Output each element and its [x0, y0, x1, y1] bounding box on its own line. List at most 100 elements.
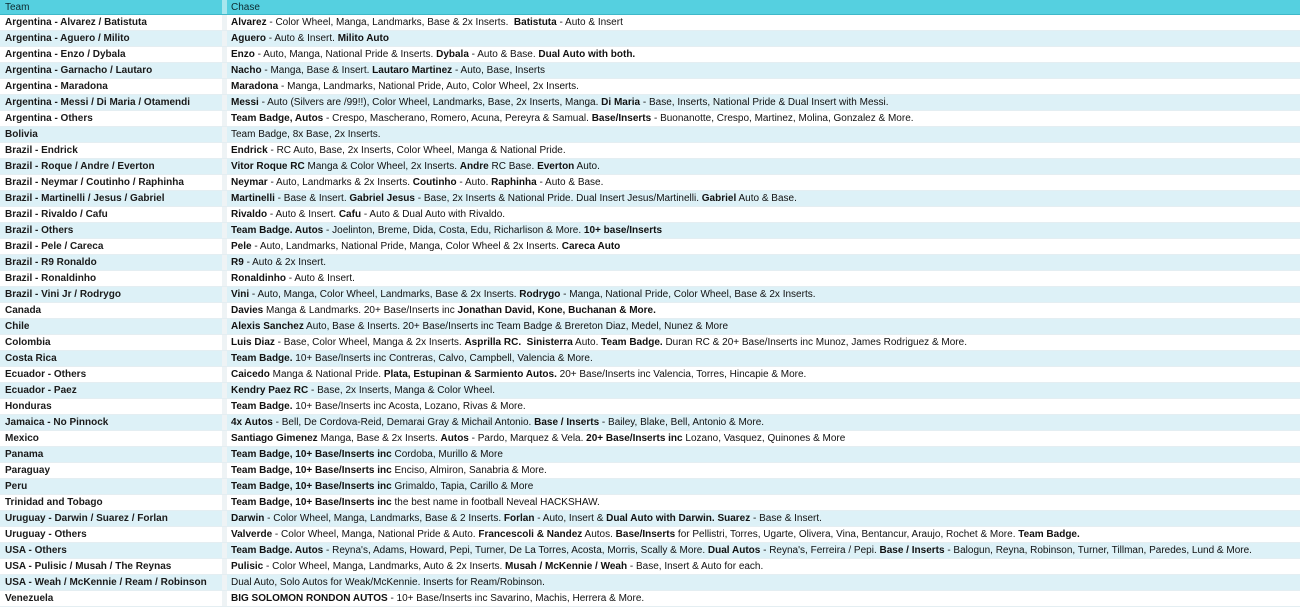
- chase-bold-text: Team Badge, 10+ Base/Inserts inc: [231, 497, 392, 508]
- chase-cell[interactable]: Team Badge, 10+ Base/Inserts inc Cordoba…: [222, 447, 1300, 462]
- chase-cell[interactable]: Maradona - Manga, Landmarks, National Pr…: [222, 79, 1300, 94]
- team-cell[interactable]: Costa Rica: [5, 353, 57, 364]
- chase-cell[interactable]: Alvarez - Color Wheel, Manga, Landmarks,…: [222, 15, 1300, 30]
- team-cell[interactable]: Chile: [5, 321, 30, 332]
- team-cell[interactable]: USA - Others: [5, 545, 67, 556]
- team-cell[interactable]: Brazil - Martinelli / Jesus / Gabriel: [5, 193, 165, 204]
- team-cell[interactable]: Trinidad and Tobago: [5, 497, 103, 508]
- team-cell[interactable]: Argentina - Alvarez / Batistuta: [5, 17, 147, 28]
- team-cell[interactable]: Uruguay - Darwin / Suarez / Forlan: [5, 513, 168, 524]
- team-cell[interactable]: Ecuador - Paez: [5, 385, 77, 396]
- chase-bold-text: Ronaldinho: [231, 273, 286, 284]
- team-cell[interactable]: Uruguay - Others: [5, 529, 87, 540]
- team-cell[interactable]: Brazil - Rivaldo / Cafu: [5, 209, 108, 220]
- chase-cell[interactable]: Team Badge. 10+ Base/Inserts inc Contrer…: [222, 351, 1300, 366]
- team-cell[interactable]: Brazil - Ronaldinho: [5, 273, 97, 284]
- team-cell[interactable]: USA - Weah / McKennie / Ream / Robinson: [5, 577, 207, 588]
- chase-cell[interactable]: Vitor Roque RC Manga & Color Wheel, 2x I…: [222, 159, 1300, 174]
- chase-cell[interactable]: R9 - Auto & 2x Insert.: [222, 255, 1300, 270]
- chase-cell[interactable]: Valverde - Color Wheel, Manga, National …: [222, 527, 1300, 542]
- chase-cell[interactable]: Messi - Auto (Silvers are /99!!), Color …: [222, 95, 1300, 110]
- chase-cell[interactable]: Caicedo Manga & National Pride. Plata, E…: [222, 367, 1300, 382]
- chase-text: - Auto, Base, Inserts: [452, 65, 546, 76]
- table-row: Brazil - Others Team Badge. Autos - Joeli…: [0, 223, 1300, 239]
- chase-text: Manga & Landmarks. 20+ Base/Inserts inc: [263, 305, 458, 316]
- team-cell[interactable]: Brazil - Pele / Careca: [5, 241, 104, 252]
- chase-cell[interactable]: Pele - Auto, Landmarks, National Pride, …: [222, 239, 1300, 254]
- table-row: Uruguay - Others Valverde - Color Wheel, …: [0, 527, 1300, 543]
- chase-cell[interactable]: Pulisic - Color Wheel, Manga, Landmarks,…: [222, 559, 1300, 574]
- team-cell[interactable]: Jamaica - No Pinnock: [5, 417, 109, 428]
- chase-cell[interactable]: Team Badge, 10+ Base/Inserts inc Enciso,…: [222, 463, 1300, 478]
- team-cell[interactable]: Argentina - Messi / Di Maria / Otamendi: [5, 97, 191, 108]
- team-cell[interactable]: Argentina - Aguero / Milito: [5, 33, 130, 44]
- chase-text: Auto.: [574, 161, 600, 172]
- team-cell[interactable]: Panama: [5, 449, 44, 460]
- chase-cell[interactable]: Endrick - RC Auto, Base, 2x Inserts, Col…: [222, 143, 1300, 158]
- chase-cell[interactable]: Team Badge. Autos - Reyna's, Adams, Howa…: [222, 543, 1300, 558]
- chase-bold-text: Aguero: [231, 33, 266, 44]
- chase-bold-text: R9: [231, 257, 244, 268]
- chase-bold-text: Kendry Paez RC: [231, 385, 309, 396]
- chase-cell[interactable]: Team Badge, Autos - Crespo, Mascherano, …: [222, 111, 1300, 126]
- team-cell[interactable]: Brazil - R9 Ronaldo: [5, 257, 97, 268]
- team-cell[interactable]: Argentina - Others: [5, 113, 93, 124]
- chase-text: - RC Auto, Base, 2x Inserts, Color Wheel…: [267, 145, 566, 156]
- chase-cell[interactable]: Team Badge. Autos - Joelinton, Breme, Di…: [222, 223, 1300, 238]
- team-cell[interactable]: Paraguay: [5, 465, 51, 476]
- team-cell[interactable]: Argentina - Garnacho / Lautaro: [5, 65, 153, 76]
- chase-cell[interactable]: Alexis Sanchez Auto, Base & Inserts. 20+…: [222, 319, 1300, 334]
- chase-cell[interactable]: Team Badge, 10+ Base/Inserts inc the bes…: [222, 495, 1300, 510]
- team-cell[interactable]: Brazil - Vini Jr / Rodrygo: [5, 289, 121, 300]
- chase-cell[interactable]: Santiago Gimenez Manga, Base & 2x Insert…: [222, 431, 1300, 446]
- header-cell[interactable]: Chase: [222, 0, 1300, 14]
- team-cell[interactable]: Argentina - Maradona: [5, 81, 108, 92]
- chase-cell[interactable]: Team Badge, 10+ Base/Inserts inc Grimald…: [222, 479, 1300, 494]
- chase-text: - Auto, Insert &: [534, 513, 607, 524]
- chase-bold-text: Gabriel Jesus: [349, 193, 415, 204]
- chase-bold-text: Rodrygo: [519, 289, 561, 300]
- chase-cell[interactable]: Darwin - Color Wheel, Manga, Landmarks, …: [222, 511, 1300, 526]
- team-cell[interactable]: Mexico: [5, 433, 39, 444]
- header-cell[interactable]: Team: [5, 2, 30, 13]
- chase-cell[interactable]: Dual Auto, Solo Autos for Weak/McKennie.…: [222, 575, 1300, 590]
- chase-cell[interactable]: Rivaldo - Auto & Insert. Cafu - Auto & D…: [222, 207, 1300, 222]
- team-cell[interactable]: Colombia: [5, 337, 51, 348]
- chase-text: Autos.: [582, 529, 616, 540]
- chase-bold-text: Milito Auto: [337, 33, 389, 44]
- team-cell[interactable]: Brazil - Endrick: [5, 145, 78, 156]
- chase-cell[interactable]: Ronaldinho - Auto & Insert.: [222, 271, 1300, 286]
- team-cell[interactable]: Venezuela: [5, 593, 54, 604]
- team-cell[interactable]: Argentina - Enzo / Dybala: [5, 49, 126, 60]
- chase-cell[interactable]: Enzo - Auto, Manga, National Pride & Ins…: [222, 47, 1300, 62]
- chase-bold-text: Lautaro Martinez: [372, 65, 453, 76]
- chase-cell[interactable]: Neymar - Auto, Landmarks & 2x Inserts. C…: [222, 175, 1300, 190]
- team-cell[interactable]: USA - Pulisic / Musah / The Reynas: [5, 561, 172, 572]
- chase-cell[interactable]: Martinelli - Base & Insert. Gabriel Jesu…: [222, 191, 1300, 206]
- table-row: Jamaica - No Pinnock 4x Autos - Bell, De …: [0, 415, 1300, 431]
- chase-cell[interactable]: Team Badge. 10+ Base/Inserts inc Acosta,…: [222, 399, 1300, 414]
- team-cell[interactable]: Brazil - Neymar / Coutinho / Raphinha: [5, 177, 184, 188]
- chase-cell[interactable]: Kendry Paez RC - Base, 2x Inserts, Manga…: [222, 383, 1300, 398]
- team-cell[interactable]: Peru: [5, 481, 28, 492]
- chase-cell[interactable]: BIG SOLOMON RONDON AUTOS - 10+ Base/Inse…: [222, 591, 1300, 606]
- chase-cell[interactable]: Vini - Auto, Manga, Color Wheel, Landmar…: [222, 287, 1300, 302]
- team-cell[interactable]: Honduras: [5, 401, 52, 412]
- team-cell[interactable]: Canada: [5, 305, 42, 316]
- chase-bold-text: Raphinha: [491, 177, 537, 188]
- chase-cell[interactable]: Aguero - Auto & Insert. Milito Auto: [222, 31, 1300, 46]
- team-cell[interactable]: Bolivia: [5, 129, 38, 140]
- chase-cell[interactable]: 4x Autos - Bell, De Cordova-Reid, Demara…: [222, 415, 1300, 430]
- team-cell[interactable]: Brazil - Others: [5, 225, 74, 236]
- table-row: Brazil - Pele / Careca Pele - Auto, Landm…: [0, 239, 1300, 255]
- chase-text: - Auto & Base.: [468, 49, 539, 60]
- chase-cell[interactable]: Davies Manga & Landmarks. 20+ Base/Inser…: [222, 303, 1300, 318]
- chase-bold-text: Coutinho: [412, 177, 457, 188]
- chase-text: 10+ Base/Inserts inc Acosta, Lozano, Riv…: [292, 401, 526, 412]
- chase-cell[interactable]: Luis Diaz - Base, Color Wheel, Manga & 2…: [222, 335, 1300, 350]
- chase-cell[interactable]: Nacho - Manga, Base & Insert. Lautaro Ma…: [222, 63, 1300, 78]
- chase-bold-text: Base / Inserts: [534, 417, 600, 428]
- team-cell[interactable]: Ecuador - Others: [5, 369, 87, 380]
- team-cell[interactable]: Brazil - Roque / Andre / Everton: [5, 161, 155, 172]
- chase-cell[interactable]: Team Badge, 8x Base, 2x Inserts.: [222, 127, 1300, 142]
